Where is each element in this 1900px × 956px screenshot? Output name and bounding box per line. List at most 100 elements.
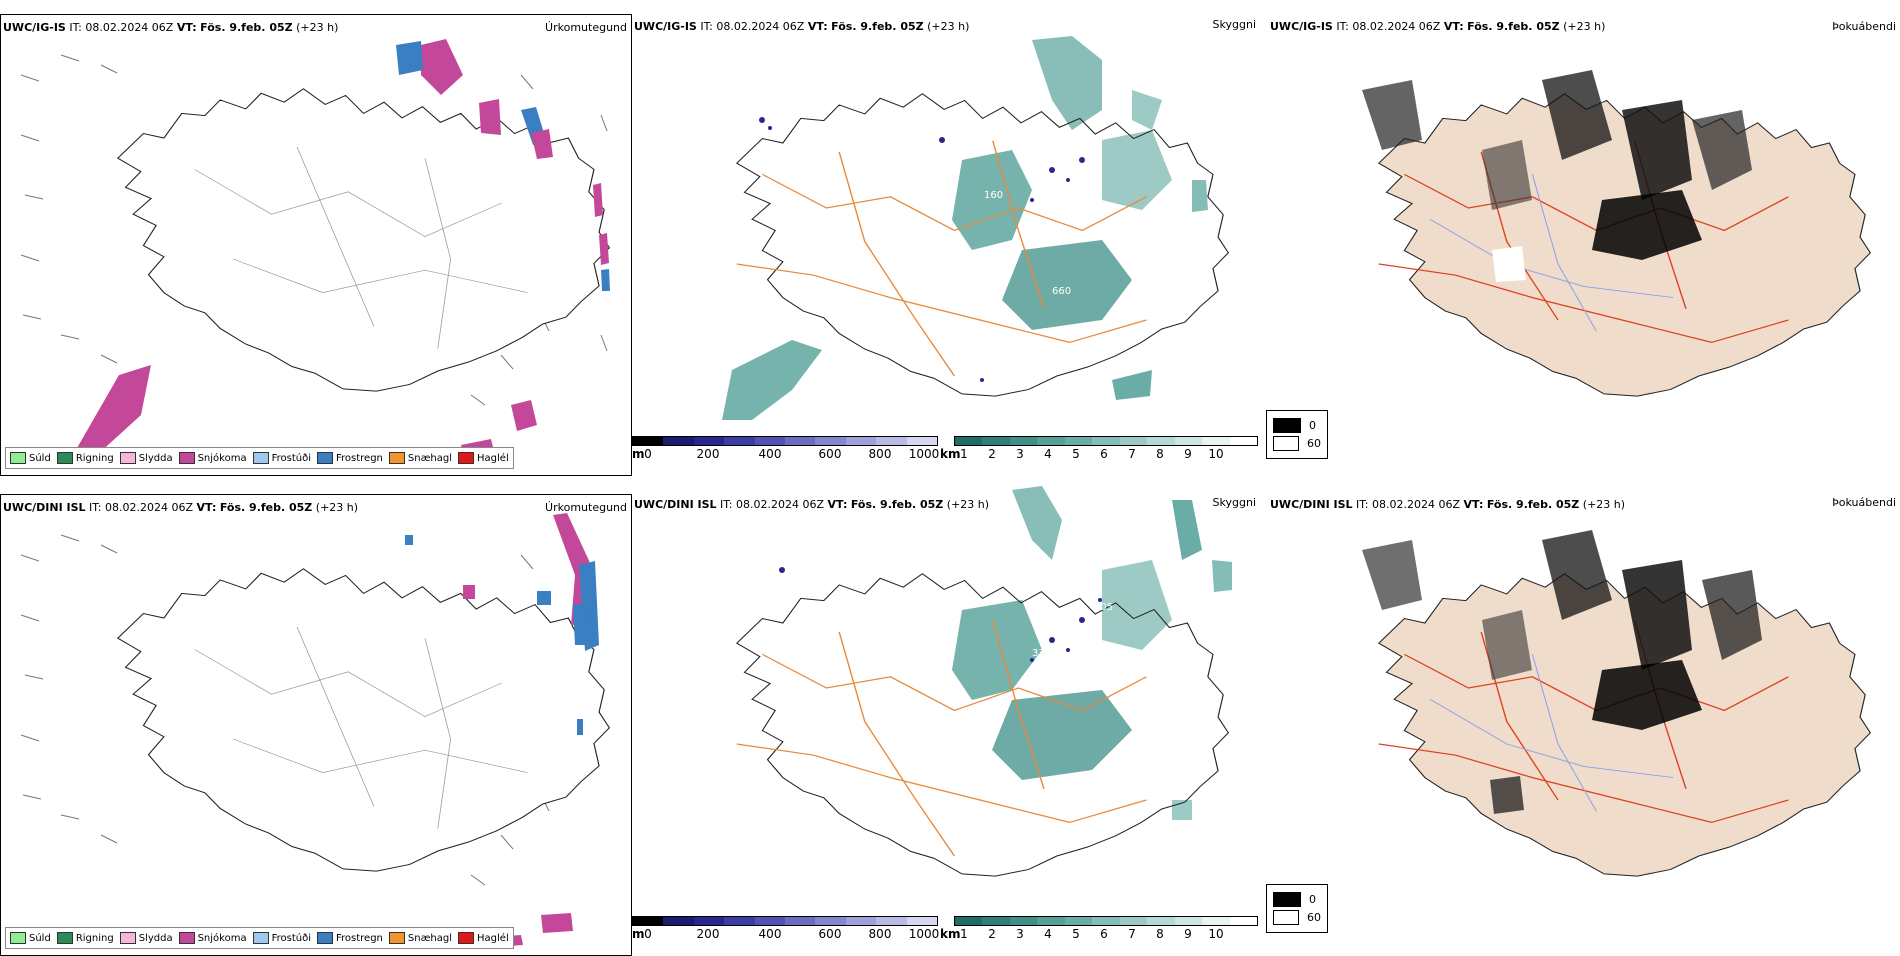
legend-label: 0 [1309,893,1316,906]
model-name: UWC/DINI ISL [3,501,86,514]
colorbar-ticks: km 1 2 3 4 5 6 7 8 9 10 [940,447,1258,461]
map-value-label: 160 [984,190,1003,201]
legend-swatch [56,452,73,464]
colorbar-visibility: km 1 2 3 4 5 6 7 8 9 10 [940,916,1258,946]
colorbar-bar [632,436,938,446]
tick-label: 1 [960,927,968,941]
tick-label: 6 [1100,927,1108,941]
legend-item: Frostregn [317,932,383,944]
model-name: UWC/IG-IS [3,21,66,34]
map-value-label: 505 [1094,602,1113,613]
vt-label: VT: [196,501,217,514]
fog-legend-item: 0 [1273,892,1321,907]
it-value: 08.02.2024 06Z [85,21,174,34]
legend-item: Frostúði [252,452,311,464]
legend-item: Súld [10,932,51,944]
legend-swatch [388,452,405,464]
fog-map [1362,530,1871,877]
tick-label: 4 [1044,927,1052,941]
legend-label: Frostregn [336,932,383,944]
it-value: 08.02.2024 06Z [1372,498,1461,511]
tick-label: 600 [818,927,842,941]
visibility-panel: 160 660 UWC/IG-IS IT: 08.02.2024 06Z VT:… [632,0,1260,470]
tick-label: 5 [1072,927,1080,941]
it-label: IT: [1356,498,1369,511]
tick-label: 600 [818,447,842,461]
legend-item: Súld [10,452,51,464]
legend-item: Slydda [119,452,173,464]
legend-item: Slydda [119,932,173,944]
vt-label: VT: [807,20,828,33]
colorbar-height: m 0 200 400 600 800 1000 [632,436,939,466]
vt-value: Fös. 9.feb. 05Z [1467,20,1560,33]
legend-label: Slydda [138,452,173,464]
tick-label: 200 [696,927,720,941]
legend-swatch [119,452,136,464]
it-label: IT: [700,20,713,33]
panel-header: UWC/DINI ISL IT: 08.02.2024 06Z VT: Fös.… [3,501,358,514]
precip-type-panel: UWC/DINI ISL IT: 08.02.2024 06Z VT: Fös.… [0,494,632,956]
vt-value: Fös. 9.feb. 05Z [219,501,313,514]
fog-legend: 0 60 [1266,410,1328,459]
colorbar-bar [954,916,1258,926]
visibility-map: 160 660 [722,36,1229,420]
tick-label: 10 [1208,927,1224,941]
legend-swatch [56,932,73,944]
legend-item: Haglél [458,452,509,464]
vt-label: VT: [1443,20,1464,33]
lead-time: (+23 h) [927,20,970,33]
fog-panel: UWC/IG-IS IT: 08.02.2024 06Z VT: Fös. 9.… [1262,0,1900,470]
legend-swatch [458,932,475,944]
cloud-areas [722,36,1208,420]
tick-label: 9 [1184,447,1192,461]
it-label: IT: [89,501,102,514]
panel-header: UWC/DINI ISL IT: 08.02.2024 06Z VT: Fös.… [634,498,989,511]
model-name: UWC/DINI ISL [634,498,717,511]
legend-swatch [178,452,195,464]
tick-label: 10 [1208,447,1224,461]
legend-swatch [1273,892,1301,907]
tick-label: 800 [868,447,892,461]
fog-map [1362,70,1871,397]
it-label: IT: [1336,20,1349,33]
legend-label: 0 [1309,419,1316,432]
legend-swatch [178,932,195,944]
lead-time: (+23 h) [315,501,359,514]
fog-legend-item: 0 [1273,418,1321,433]
lead-time: (+23 h) [1582,498,1626,511]
tick-label: 7 [1128,447,1136,461]
legend-item: Snjókoma [178,452,247,464]
legend-swatch [252,932,269,944]
legend-item: Rigning [56,932,114,944]
fog-legend-item: 60 [1273,436,1321,451]
fog-legend: 0 60 [1266,884,1328,933]
colorbar-unit: km [940,927,961,941]
tick-label: 8 [1156,447,1164,461]
colorbar-height: m 0 200 400 600 800 1000 [632,916,939,946]
precip-snow-areas [73,39,610,457]
panel-title: Þokuábendi [1832,20,1896,33]
legend-swatch [119,932,136,944]
tick-label: 0 [644,927,652,941]
vt-value: Fös. 9.feb. 05Z [831,20,924,33]
model-name: UWC/IG-IS [1270,20,1333,33]
legend-item: Snæhagl [388,452,452,464]
legend-label: Súld [29,932,51,944]
colorbar-unit: m [632,447,645,461]
low-cloud-specks [759,117,1085,382]
legend-label: Snjókoma [197,932,247,944]
legend-label: 60 [1307,437,1321,450]
legend-label: Haglél [477,932,509,944]
it-value: 08.02.2024 06Z [736,498,825,511]
legend-label: Snjókoma [197,452,247,464]
panel-header: UWC/IG-IS IT: 08.02.2024 06Z VT: Fös. 9.… [3,21,338,34]
map-value-label: 660 [1052,286,1071,297]
cloud-areas [952,486,1232,820]
vt-label: VT: [176,21,197,34]
legend-swatch [458,452,475,464]
tick-label: 3 [1016,927,1024,941]
tick-label: 200 [696,447,720,461]
colorbar-ticks: km 1 2 3 4 5 6 7 8 9 10 [940,927,1258,941]
legend-item: Snjókoma [178,932,247,944]
colorbar-bar [632,916,938,926]
